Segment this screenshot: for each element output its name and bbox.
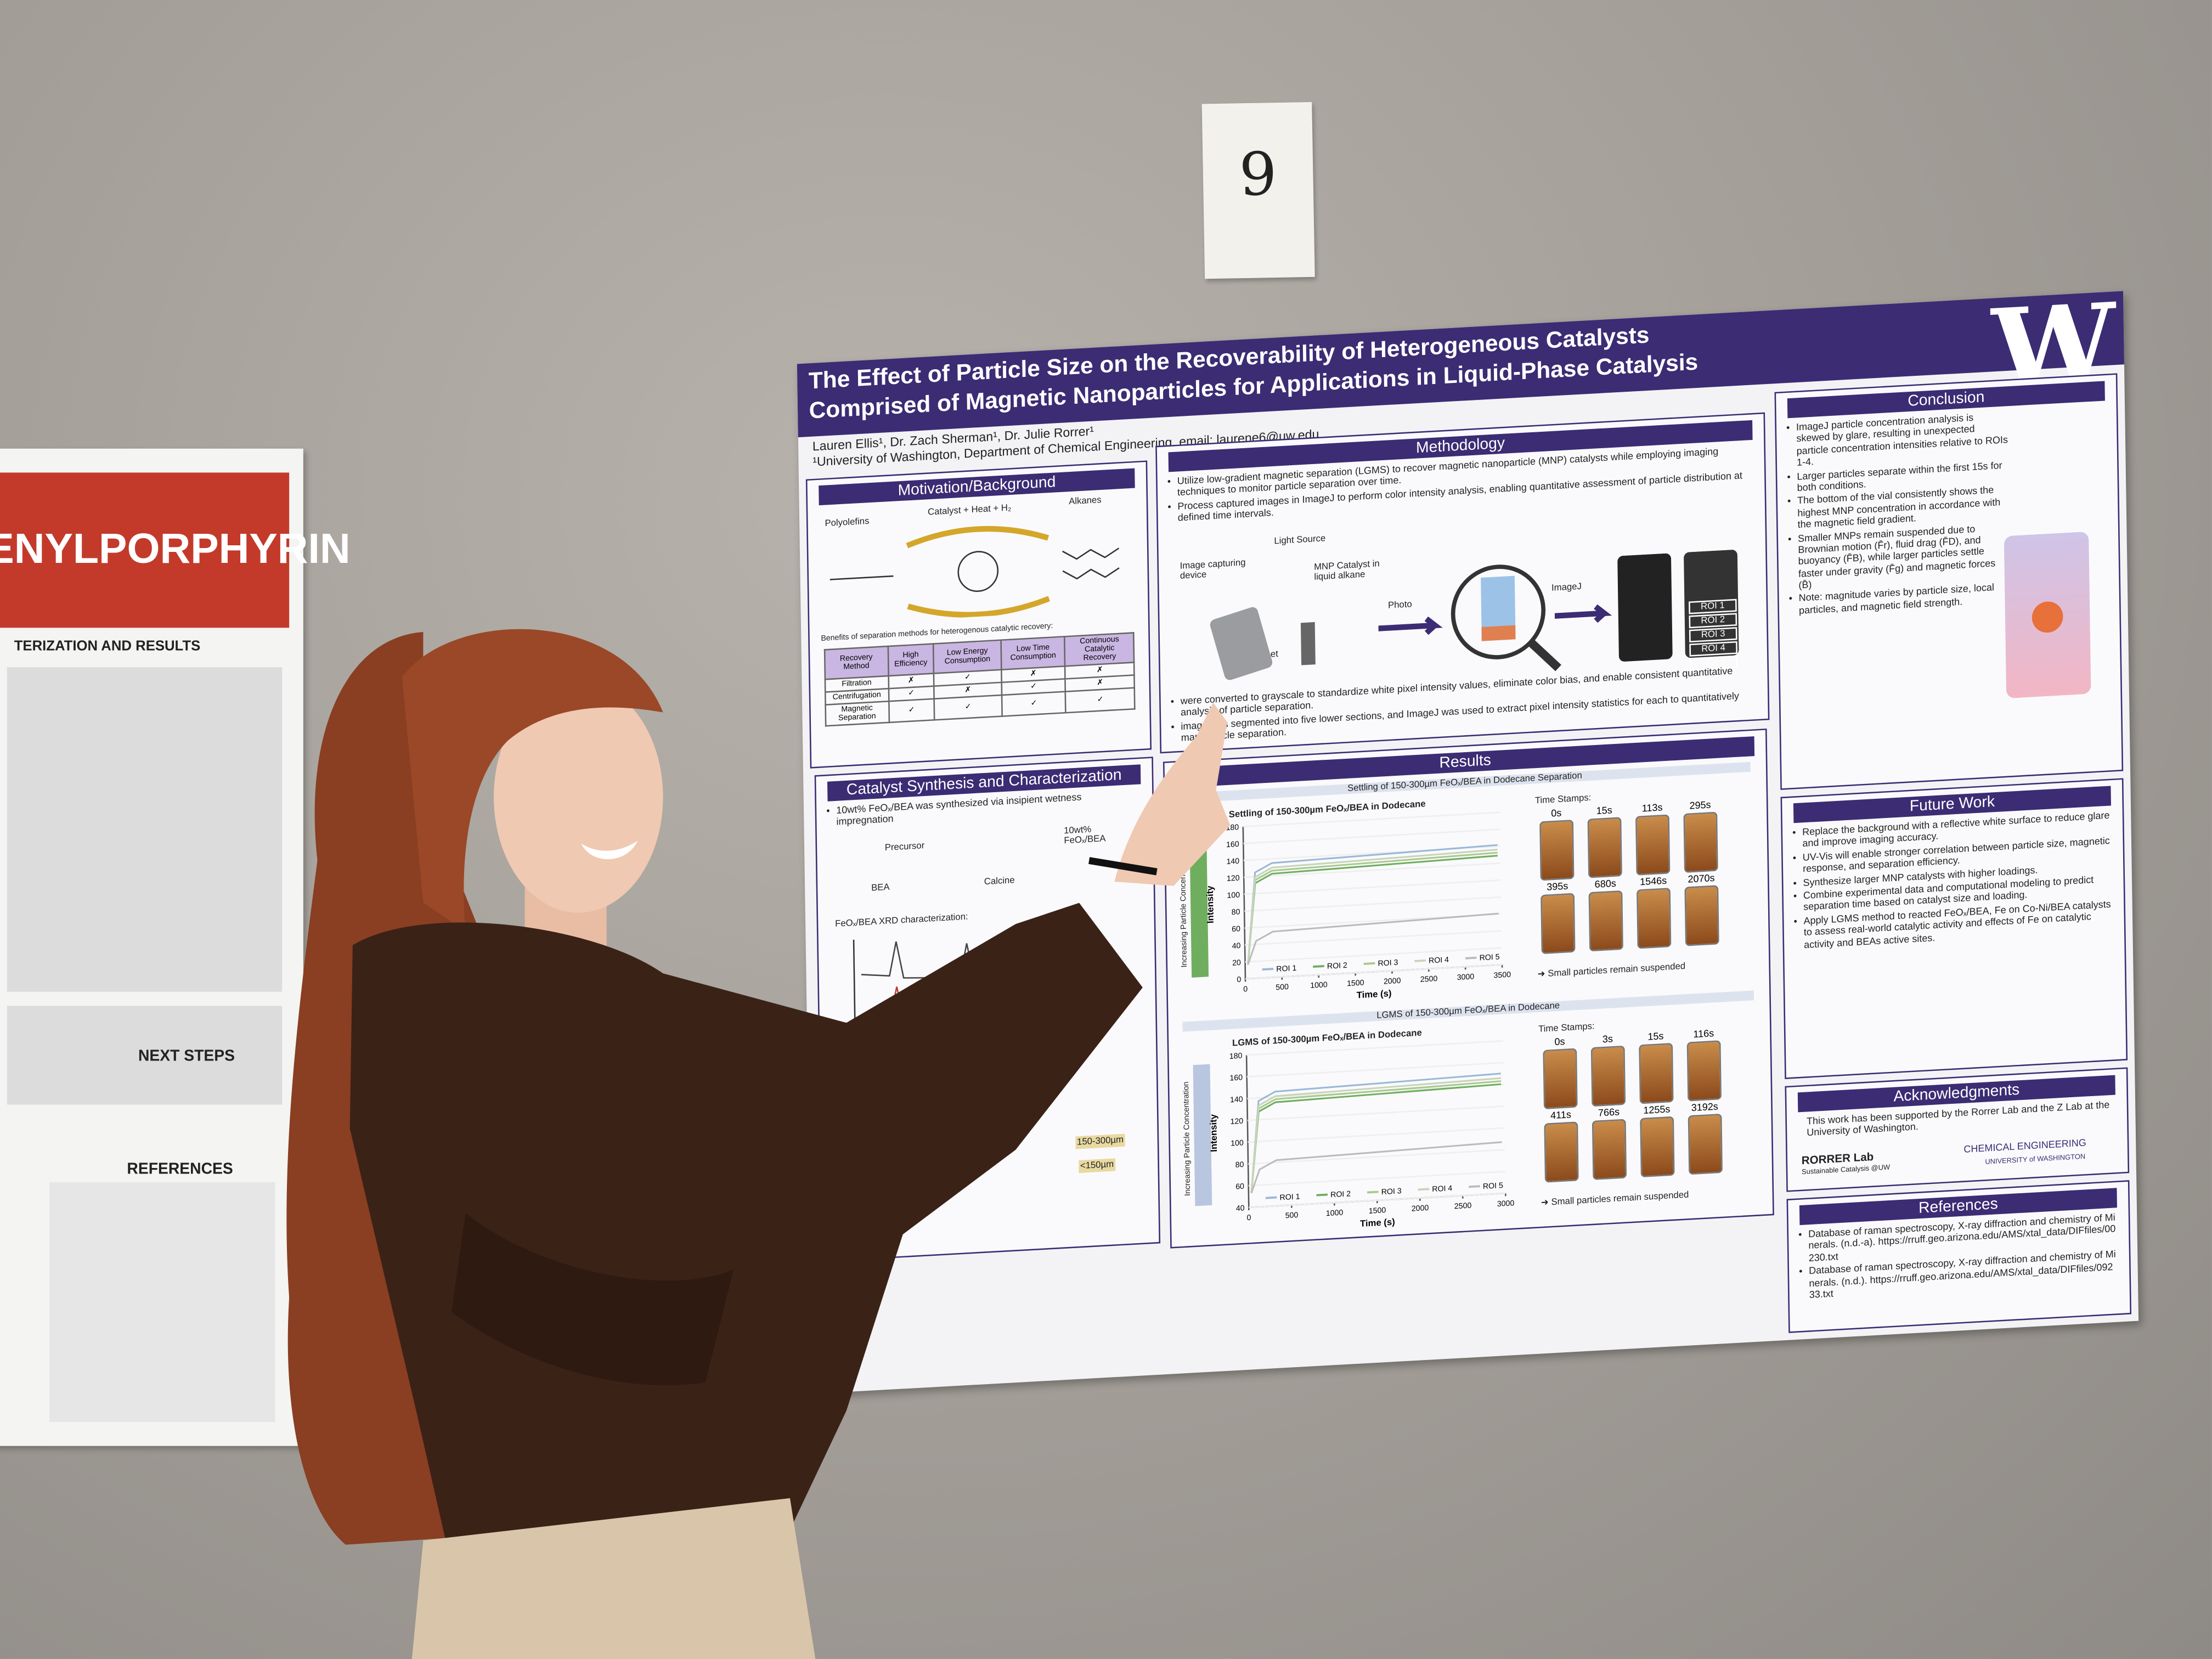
y-axis-label: Intensity [1208, 1114, 1219, 1152]
grid-line [1245, 947, 1502, 963]
research-poster: The Effect of Particle Size on the Recov… [797, 280, 2139, 1394]
y-tick-label: 20 [1232, 958, 1241, 967]
y-axis-label: Intensity [1205, 885, 1216, 923]
y-tick-label: 80 [1232, 907, 1240, 916]
trend-line [1247, 849, 1498, 965]
x-tick-label: 500 [1285, 1210, 1299, 1220]
x-tick-label: 2000 [1412, 1203, 1429, 1213]
grid-line [1246, 1062, 1504, 1078]
y-tick-label: 80 [1235, 1160, 1244, 1169]
x-tick-label: 2000 [1384, 976, 1401, 986]
legend-label: ROI 1 [1276, 963, 1296, 973]
x-tick-label: 3500 [1493, 970, 1511, 980]
grid-line [1244, 879, 1501, 895]
legend-label: ROI 2 [1327, 961, 1347, 970]
y-tick-label: 160 [1226, 839, 1239, 849]
legend-swatch [1313, 965, 1324, 968]
grid-line [1245, 930, 1502, 946]
motivation-box: Motivation/Background Polyolefins Cataly… [805, 460, 1152, 769]
x-tick-label: 2500 [1420, 974, 1438, 984]
y-tick-label: 160 [1229, 1073, 1243, 1082]
grid-line [1245, 964, 1503, 980]
grid-line [1248, 1127, 1505, 1143]
grid-line [1248, 1171, 1505, 1187]
grid-line [1246, 1040, 1504, 1056]
chart: 0 500 1000 1500 2000 2500 3000 40 60 80 100 120 140 1… [1193, 1040, 1515, 1229]
x-tick-label: 1000 [1326, 1208, 1344, 1218]
legend-label: ROI 4 [1429, 955, 1449, 965]
y-tick-label: 40 [1232, 941, 1241, 950]
legend: ROI 1 ROI 2 ROI 3 ROI 4 ROI 5 [1265, 1181, 1503, 1201]
x-tick-label: 1000 [1310, 980, 1328, 990]
hand [1114, 702, 1231, 886]
grid-line [1243, 828, 1500, 844]
x-tick-label: 3000 [1457, 972, 1475, 982]
trend-line [1250, 1141, 1502, 1194]
y-tick-label: 40 [1236, 1203, 1245, 1212]
x-tick-label: 500 [1276, 982, 1289, 991]
y-tick-label: 60 [1235, 1182, 1244, 1191]
grid-line [1249, 1192, 1506, 1209]
legend-label: ROI 1 [1279, 1192, 1300, 1201]
trend-line [1247, 912, 1499, 965]
side-arrow [1193, 1064, 1212, 1206]
left-poster: ENYLPORPHYRIN TERIZATION AND RESULTS NEX… [0, 448, 351, 1446]
legend-swatch [1469, 1185, 1480, 1188]
trend-line [1250, 1077, 1502, 1193]
left-next-steps: NEXT STEPS [138, 1048, 235, 1065]
y-tick-label: 120 [1230, 1116, 1243, 1126]
legend-label: ROI 3 [1378, 958, 1398, 968]
y-tick-label: 100 [1231, 1138, 1244, 1147]
x-tick-label: 0 [1246, 1213, 1251, 1222]
x-tick-label: 1500 [1369, 1205, 1386, 1215]
results-box: Results Settling of 150-300µm FeOₓ/BEA i… [1163, 728, 1774, 1249]
x-axis-label: Time (s) [1357, 988, 1392, 1000]
y-tick-label: 0 [1237, 975, 1241, 984]
grid-line [1244, 896, 1502, 912]
smile [581, 840, 638, 860]
grid-line [1248, 1149, 1505, 1165]
chart: 0 500 1000 1500 2000 2500 3000 3500 0 20 40 60 80 100… [1189, 811, 1511, 1000]
legend-label: ROI 4 [1432, 1183, 1452, 1193]
y-tick-label: 140 [1226, 856, 1239, 866]
legend: ROI 1 ROI 2 ROI 3 ROI 4 ROI 5 [1262, 952, 1500, 973]
legend-label: ROI 2 [1330, 1189, 1351, 1199]
methodology-box: Methodology Utilize low-gradient magneti… [1155, 412, 1770, 754]
results-charts: Settling of 150-300µm FeOₓ/BEA in Dodeca… [1165, 761, 1765, 1229]
left-references: REFERENCES [127, 1161, 233, 1178]
trousers [411, 1498, 816, 1659]
y-tick-label: 100 [1227, 890, 1240, 900]
y-tick-label: 60 [1232, 924, 1240, 933]
blouse [349, 902, 1143, 1566]
legend-label: ROI 5 [1483, 1181, 1503, 1190]
bracelet [1088, 857, 1158, 876]
legend-swatch [1363, 962, 1375, 965]
legend-label: ROI 5 [1480, 952, 1500, 962]
x-tick-label: 3000 [1497, 1198, 1515, 1208]
grid-line [1247, 1105, 1504, 1121]
x-axis-label: Time (s) [1360, 1217, 1395, 1229]
y-tick-label: 120 [1227, 873, 1240, 883]
y-tick-label: 140 [1230, 1094, 1243, 1104]
left-text-block [49, 1182, 275, 1422]
left-figure [7, 667, 283, 992]
y-tick-label: 180 [1229, 1051, 1243, 1060]
x-tick-label: 2500 [1454, 1201, 1472, 1211]
x-tick-label: 0 [1243, 984, 1248, 993]
left-section: TERIZATION AND RESULTS [14, 639, 201, 655]
hair-top [402, 629, 663, 932]
methodology-diagram [1210, 550, 1739, 680]
legend-label: ROI 3 [1381, 1186, 1402, 1196]
grid-line [1243, 811, 1500, 827]
x-tick-label: 1500 [1347, 978, 1364, 988]
grid-line [1244, 862, 1501, 878]
reaction-scheme [830, 526, 1120, 618]
left-figure [7, 1006, 283, 1105]
side-arrow [1189, 836, 1209, 978]
arm [451, 1213, 734, 1386]
